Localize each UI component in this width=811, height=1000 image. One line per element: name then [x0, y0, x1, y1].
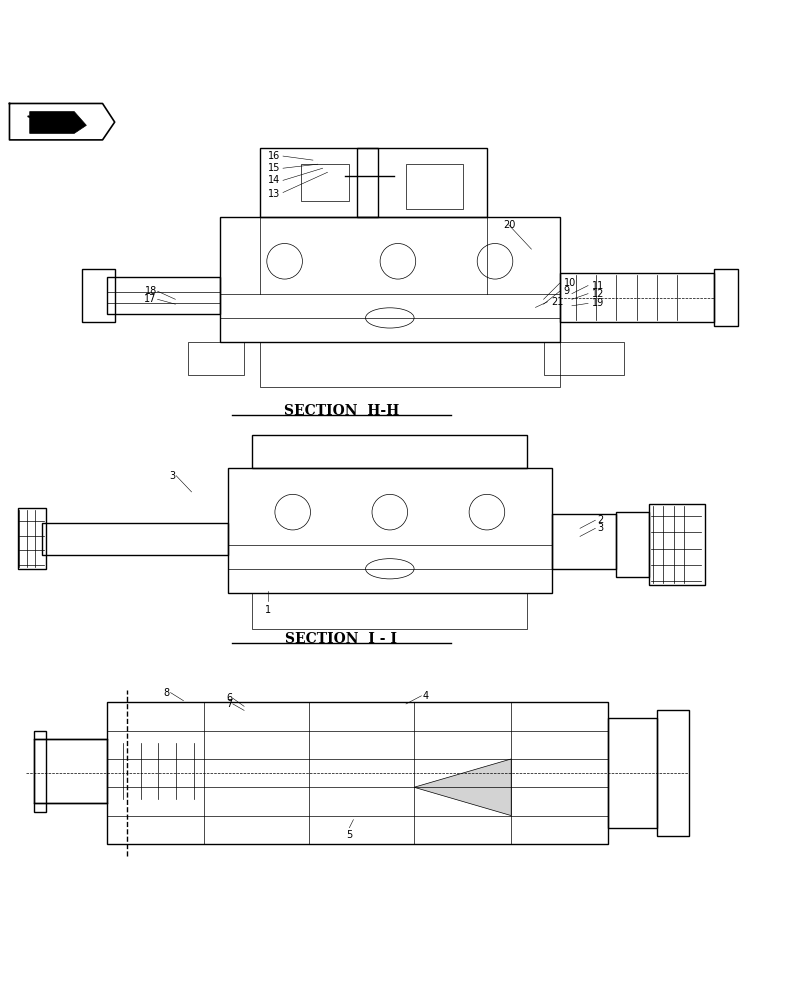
Text: 1: 1: [265, 605, 271, 615]
Bar: [187, 342, 244, 375]
Bar: [82, 269, 114, 322]
Bar: [34, 731, 46, 812]
Bar: [406, 164, 462, 209]
Text: 9: 9: [563, 286, 569, 296]
Bar: [260, 148, 487, 217]
Text: 18: 18: [144, 286, 157, 296]
Bar: [228, 468, 551, 593]
Text: SECTION  I - I: SECTION I - I: [285, 632, 397, 646]
Text: 21: 21: [551, 297, 564, 307]
Bar: [220, 217, 559, 342]
Bar: [357, 148, 377, 217]
Bar: [106, 277, 220, 314]
Bar: [616, 512, 648, 577]
Polygon shape: [414, 759, 511, 816]
Text: 6: 6: [225, 693, 232, 703]
Bar: [34, 739, 106, 803]
Bar: [551, 514, 616, 569]
Text: SECTION  H-H: SECTION H-H: [283, 404, 398, 418]
Bar: [656, 710, 689, 836]
Text: 14: 14: [268, 175, 281, 185]
Text: 5: 5: [345, 830, 352, 840]
Text: 4: 4: [422, 691, 427, 701]
Bar: [260, 342, 559, 387]
Text: 17: 17: [144, 294, 157, 304]
Text: 10: 10: [563, 278, 575, 288]
Text: 12: 12: [591, 289, 603, 299]
Bar: [543, 342, 624, 375]
Text: 3: 3: [169, 471, 175, 481]
Bar: [252, 593, 526, 629]
Text: 19: 19: [591, 298, 603, 308]
Bar: [252, 435, 526, 468]
Bar: [42, 523, 228, 555]
Bar: [713, 269, 737, 326]
Text: 20: 20: [503, 220, 515, 230]
Bar: [607, 718, 656, 828]
Text: 8: 8: [163, 688, 169, 698]
Text: 16: 16: [268, 151, 281, 161]
Text: 11: 11: [591, 281, 603, 291]
Bar: [18, 508, 46, 569]
Bar: [648, 504, 705, 585]
Text: 2: 2: [596, 515, 603, 525]
Bar: [300, 164, 349, 201]
Text: 13: 13: [268, 189, 281, 199]
Text: 3: 3: [596, 523, 603, 533]
Bar: [559, 273, 713, 322]
Text: 15: 15: [268, 163, 281, 173]
Polygon shape: [30, 112, 86, 133]
Text: 7: 7: [225, 699, 232, 709]
Bar: [106, 702, 607, 844]
